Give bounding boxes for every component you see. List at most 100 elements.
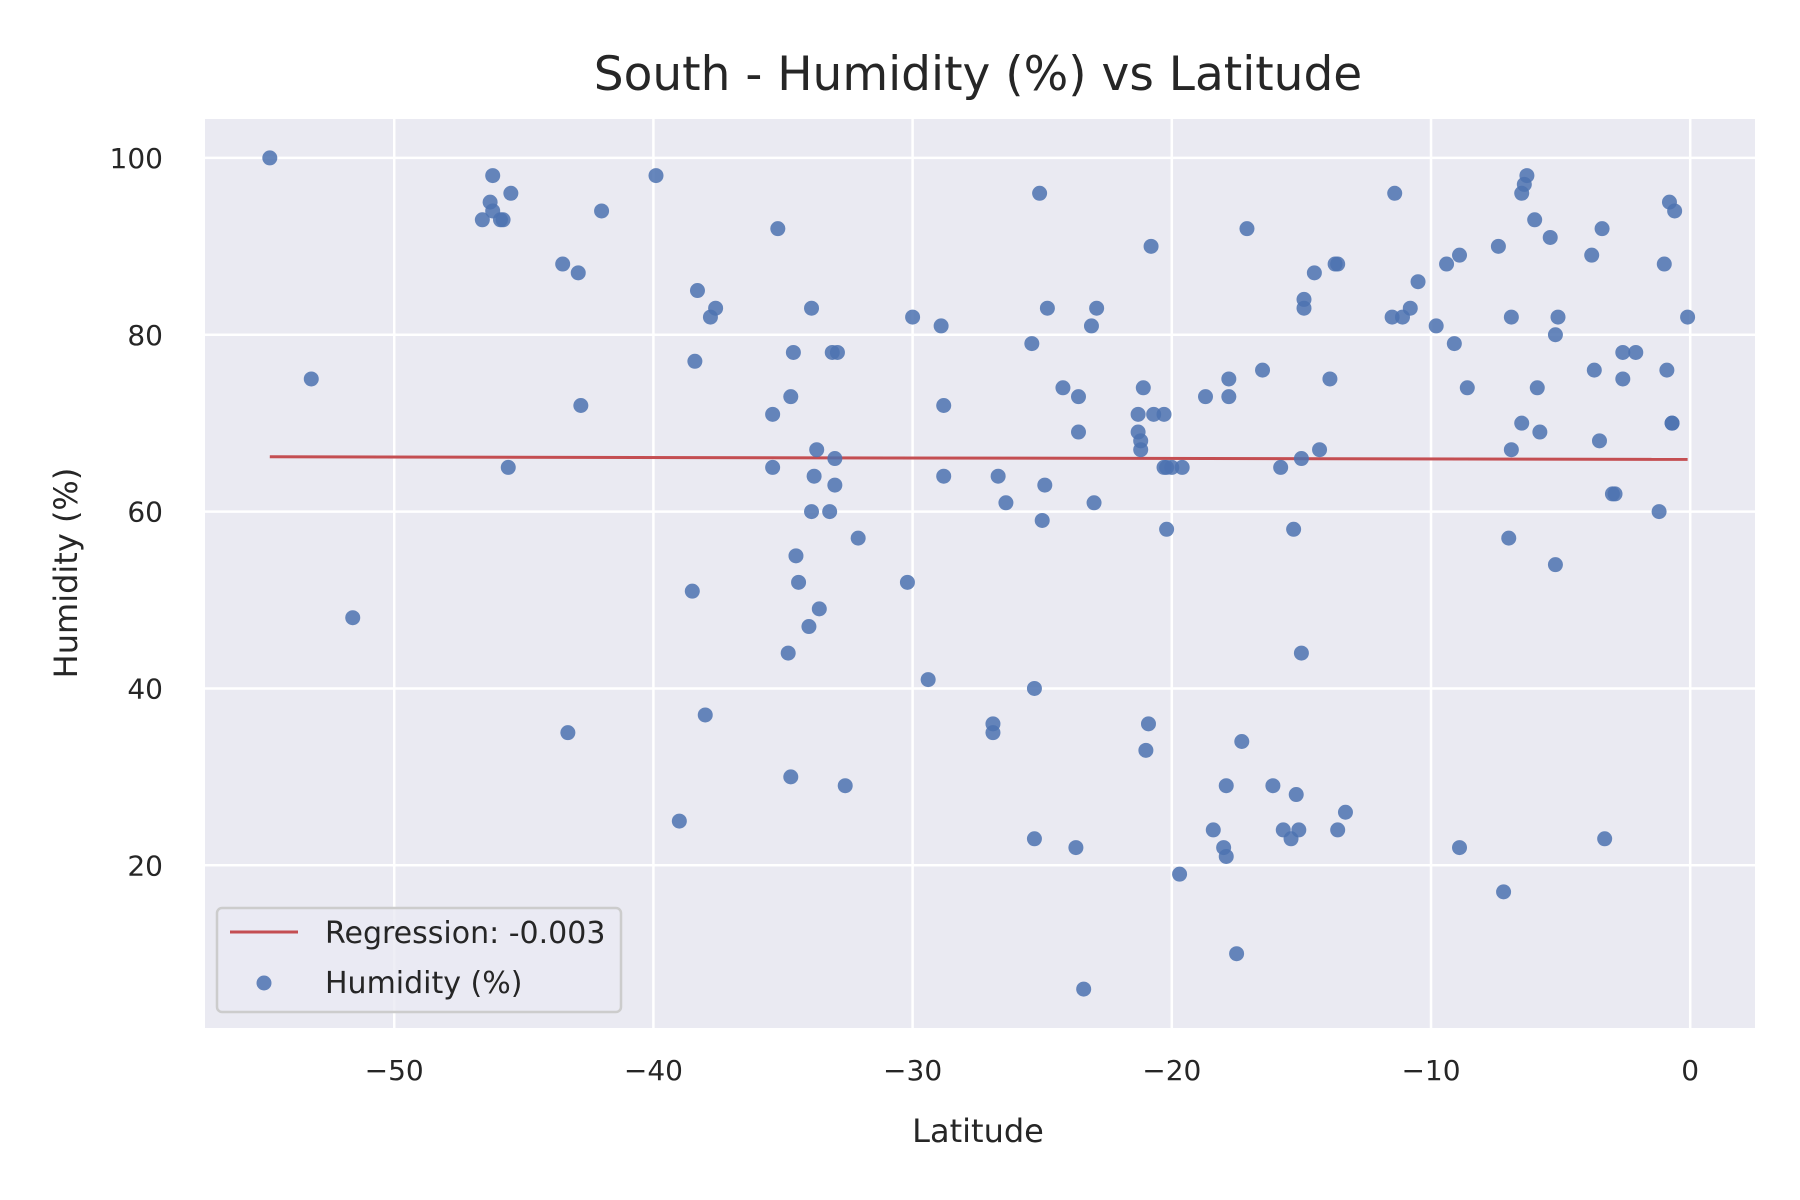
data-point xyxy=(684,583,700,599)
x-tick-label: −10 xyxy=(1401,1054,1460,1087)
data-point xyxy=(708,300,724,316)
x-tick-label: −30 xyxy=(883,1054,942,1087)
data-point xyxy=(1218,778,1234,794)
data-point xyxy=(1055,380,1071,396)
plot-area xyxy=(205,119,1755,1028)
data-point xyxy=(1138,742,1154,758)
data-point xyxy=(1174,459,1190,475)
legend-point-swatch xyxy=(256,975,272,991)
data-point xyxy=(1439,256,1455,272)
data-point xyxy=(806,468,822,484)
grid-lines xyxy=(205,119,1755,1028)
data-point xyxy=(555,256,571,272)
data-point xyxy=(1615,371,1631,387)
data-point xyxy=(1337,804,1353,820)
x-tick-label: −50 xyxy=(365,1054,424,1087)
data-point xyxy=(671,813,687,829)
data-point xyxy=(1159,521,1175,537)
data-point xyxy=(1239,221,1255,237)
legend-point-label: Humidity (%) xyxy=(325,966,522,1001)
data-point xyxy=(783,769,799,785)
data-point xyxy=(1428,318,1444,334)
data-point xyxy=(1547,557,1563,573)
data-point xyxy=(1402,300,1418,316)
data-point xyxy=(936,397,952,413)
data-point xyxy=(1501,530,1517,546)
data-point xyxy=(788,548,804,564)
data-point xyxy=(1205,822,1221,838)
data-point xyxy=(1584,247,1600,263)
data-point xyxy=(1330,822,1346,838)
data-point xyxy=(1628,344,1644,360)
data-point xyxy=(822,504,838,520)
data-point xyxy=(1293,645,1309,661)
data-point xyxy=(785,344,801,360)
data-point xyxy=(1089,300,1105,316)
data-point xyxy=(1547,327,1563,343)
data-point xyxy=(1024,336,1040,352)
y-tick-label: 20 xyxy=(127,849,163,882)
data-point xyxy=(1156,406,1172,422)
data-point xyxy=(1410,274,1426,290)
data-point xyxy=(1143,238,1159,254)
data-point xyxy=(1527,212,1543,228)
data-point xyxy=(1452,247,1468,263)
data-point xyxy=(1503,309,1519,325)
y-tick-label: 40 xyxy=(127,672,163,705)
data-point xyxy=(1586,362,1602,378)
data-point xyxy=(990,468,1006,484)
data-point xyxy=(1135,380,1151,396)
data-point xyxy=(1032,185,1048,201)
data-point xyxy=(1070,389,1086,405)
data-point xyxy=(648,168,664,184)
data-point xyxy=(697,707,713,723)
data-point xyxy=(791,574,807,590)
data-point xyxy=(262,150,278,166)
data-point xyxy=(1306,265,1322,281)
y-tick-label: 80 xyxy=(127,319,163,352)
data-point xyxy=(1496,884,1512,900)
data-point xyxy=(1594,221,1610,237)
regression-layer xyxy=(269,455,1688,461)
data-point xyxy=(1312,442,1328,458)
tick-labels: −50 −40 −30 −20 −10 0 20 40 60 80 100 xyxy=(110,142,1700,1087)
data-point xyxy=(495,212,511,228)
data-point xyxy=(899,574,915,590)
data-point xyxy=(474,212,490,228)
data-point xyxy=(1265,778,1281,794)
data-point xyxy=(1680,309,1696,325)
data-point xyxy=(1387,185,1403,201)
data-point xyxy=(850,530,866,546)
data-point xyxy=(1503,442,1519,458)
data-point xyxy=(1293,451,1309,467)
data-point xyxy=(1322,371,1338,387)
data-point xyxy=(1384,309,1400,325)
data-point xyxy=(1133,433,1149,449)
data-points xyxy=(262,150,1696,997)
data-point xyxy=(1198,389,1214,405)
data-point xyxy=(905,309,921,325)
x-tick-label: −20 xyxy=(1142,1054,1201,1087)
data-point xyxy=(500,459,516,475)
data-point xyxy=(1490,238,1506,254)
data-point xyxy=(827,477,843,493)
data-point xyxy=(1330,256,1346,272)
legend-regression-label: Regression: -0.003 xyxy=(325,916,605,951)
data-point xyxy=(594,203,610,219)
data-point xyxy=(1651,504,1667,520)
data-point xyxy=(1519,168,1535,184)
data-point xyxy=(780,645,796,661)
data-point xyxy=(1255,362,1271,378)
data-point xyxy=(1221,389,1237,405)
data-point xyxy=(1664,415,1680,431)
data-point xyxy=(1086,495,1102,511)
chart-title: South - Humidity (%) vs Latitude xyxy=(594,47,1362,102)
data-point xyxy=(1607,486,1623,502)
legend-box xyxy=(215,906,623,1014)
data-point xyxy=(936,468,952,484)
data-point xyxy=(570,265,586,281)
regression-line xyxy=(269,455,1688,461)
data-point xyxy=(485,168,501,184)
